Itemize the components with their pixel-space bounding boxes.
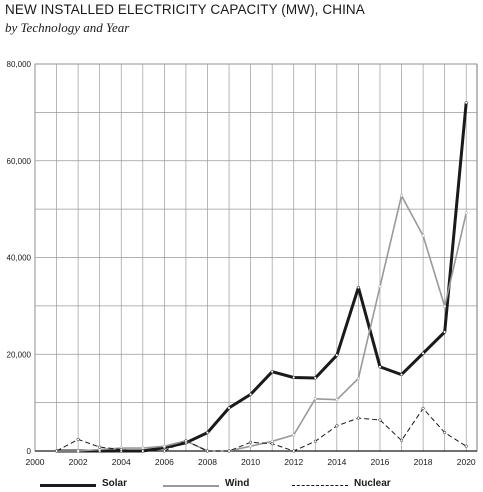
data-point-wind — [249, 444, 253, 448]
x-tick-label: 2020 — [457, 457, 476, 467]
legend-label-wind: Wind — [225, 478, 250, 489]
data-point-wind — [141, 446, 145, 450]
data-point-solar — [399, 373, 404, 377]
data-point-nuclear — [119, 447, 123, 452]
data-point-nuclear — [421, 406, 425, 410]
legend-label-nuclear: Nuclear — [354, 478, 391, 489]
data-point-wind — [464, 211, 468, 215]
data-point-wind — [421, 234, 425, 238]
legend-swatch-wind — [163, 485, 219, 487]
data-point-nuclear — [141, 449, 145, 453]
x-tick-label: 2014 — [327, 457, 346, 467]
data-point-nuclear — [313, 439, 317, 443]
x-tick-label: 2010 — [241, 457, 260, 467]
series-layer — [55, 101, 468, 453]
data-point-solar — [421, 351, 425, 355]
data-point-solar — [249, 392, 253, 396]
data-point-nuclear — [399, 438, 404, 442]
y-tick-label: 60,000 — [7, 157, 32, 166]
y-tick-label: 0 — [27, 447, 32, 456]
legend-swatch-solar — [40, 484, 96, 487]
data-point-solar — [205, 431, 210, 435]
data-point-nuclear — [205, 449, 210, 453]
chart-grid — [34, 63, 478, 452]
chart-subtitle: by Technology and Year — [5, 20, 130, 35]
data-point-wind — [443, 304, 447, 308]
x-tick-label: 2002 — [69, 457, 88, 467]
data-point-nuclear — [249, 440, 253, 444]
data-point-nuclear — [464, 444, 468, 448]
data-point-nuclear — [98, 445, 102, 449]
chart-title: NEW INSTALLED ELECTRICITY CAPACITY (MW),… — [5, 2, 365, 17]
data-point-nuclear — [76, 437, 80, 441]
data-point-wind — [313, 397, 317, 401]
x-tick-label: 2016 — [371, 457, 390, 467]
data-point-solar — [378, 365, 382, 369]
data-point-nuclear — [270, 442, 274, 446]
data-point-wind — [292, 433, 296, 437]
data-point-nuclear — [292, 449, 296, 453]
data-point-solar — [356, 285, 360, 290]
data-point-wind — [335, 398, 339, 402]
data-point-nuclear — [162, 449, 166, 453]
x-tick-label: 2008 — [198, 457, 217, 467]
legend-label-solar: Solar — [102, 478, 128, 489]
y-tick-label: 80,000 — [7, 60, 32, 69]
data-point-nuclear — [55, 449, 59, 453]
data-point-solar — [227, 406, 231, 410]
y-tick-label: 20,000 — [7, 350, 32, 359]
data-point-nuclear — [378, 418, 382, 422]
data-point-nuclear — [227, 449, 231, 453]
data-point-wind — [356, 376, 360, 380]
tick-labels: 0 20,000 40,000 60,000 80,000 2000 2002 2004 200… — [7, 60, 476, 467]
data-point-wind — [399, 194, 404, 198]
data-point-nuclear — [184, 439, 188, 443]
x-tick-label: 2000 — [26, 457, 45, 467]
data-point-solar — [335, 353, 339, 357]
x-tick-label: 2004 — [112, 457, 131, 467]
x-tick-label: 2018 — [414, 457, 433, 467]
data-point-solar — [313, 376, 317, 380]
data-point-solar — [464, 101, 468, 105]
data-point-nuclear — [443, 431, 447, 435]
series-line-wind — [56, 194, 467, 452]
x-tick-label: 2006 — [155, 457, 174, 467]
data-point-wind — [76, 449, 80, 453]
data-point-solar — [443, 330, 447, 334]
data-point-wind — [378, 284, 382, 289]
series-line-solar — [56, 102, 468, 453]
x-tick-label: 2012 — [284, 457, 303, 467]
legend-swatch-nuclear — [292, 485, 348, 486]
data-point-solar — [270, 370, 274, 374]
data-point-nuclear — [356, 416, 360, 420]
y-tick-label: 40,000 — [7, 254, 32, 263]
line-chart: 0 20,000 40,000 60,000 80,000 2000 2002 2004 200… — [7, 60, 478, 467]
series-line-nuclear — [56, 407, 467, 452]
data-point-solar — [292, 375, 296, 380]
data-point-wind — [162, 444, 166, 448]
data-point-nuclear — [335, 424, 339, 428]
